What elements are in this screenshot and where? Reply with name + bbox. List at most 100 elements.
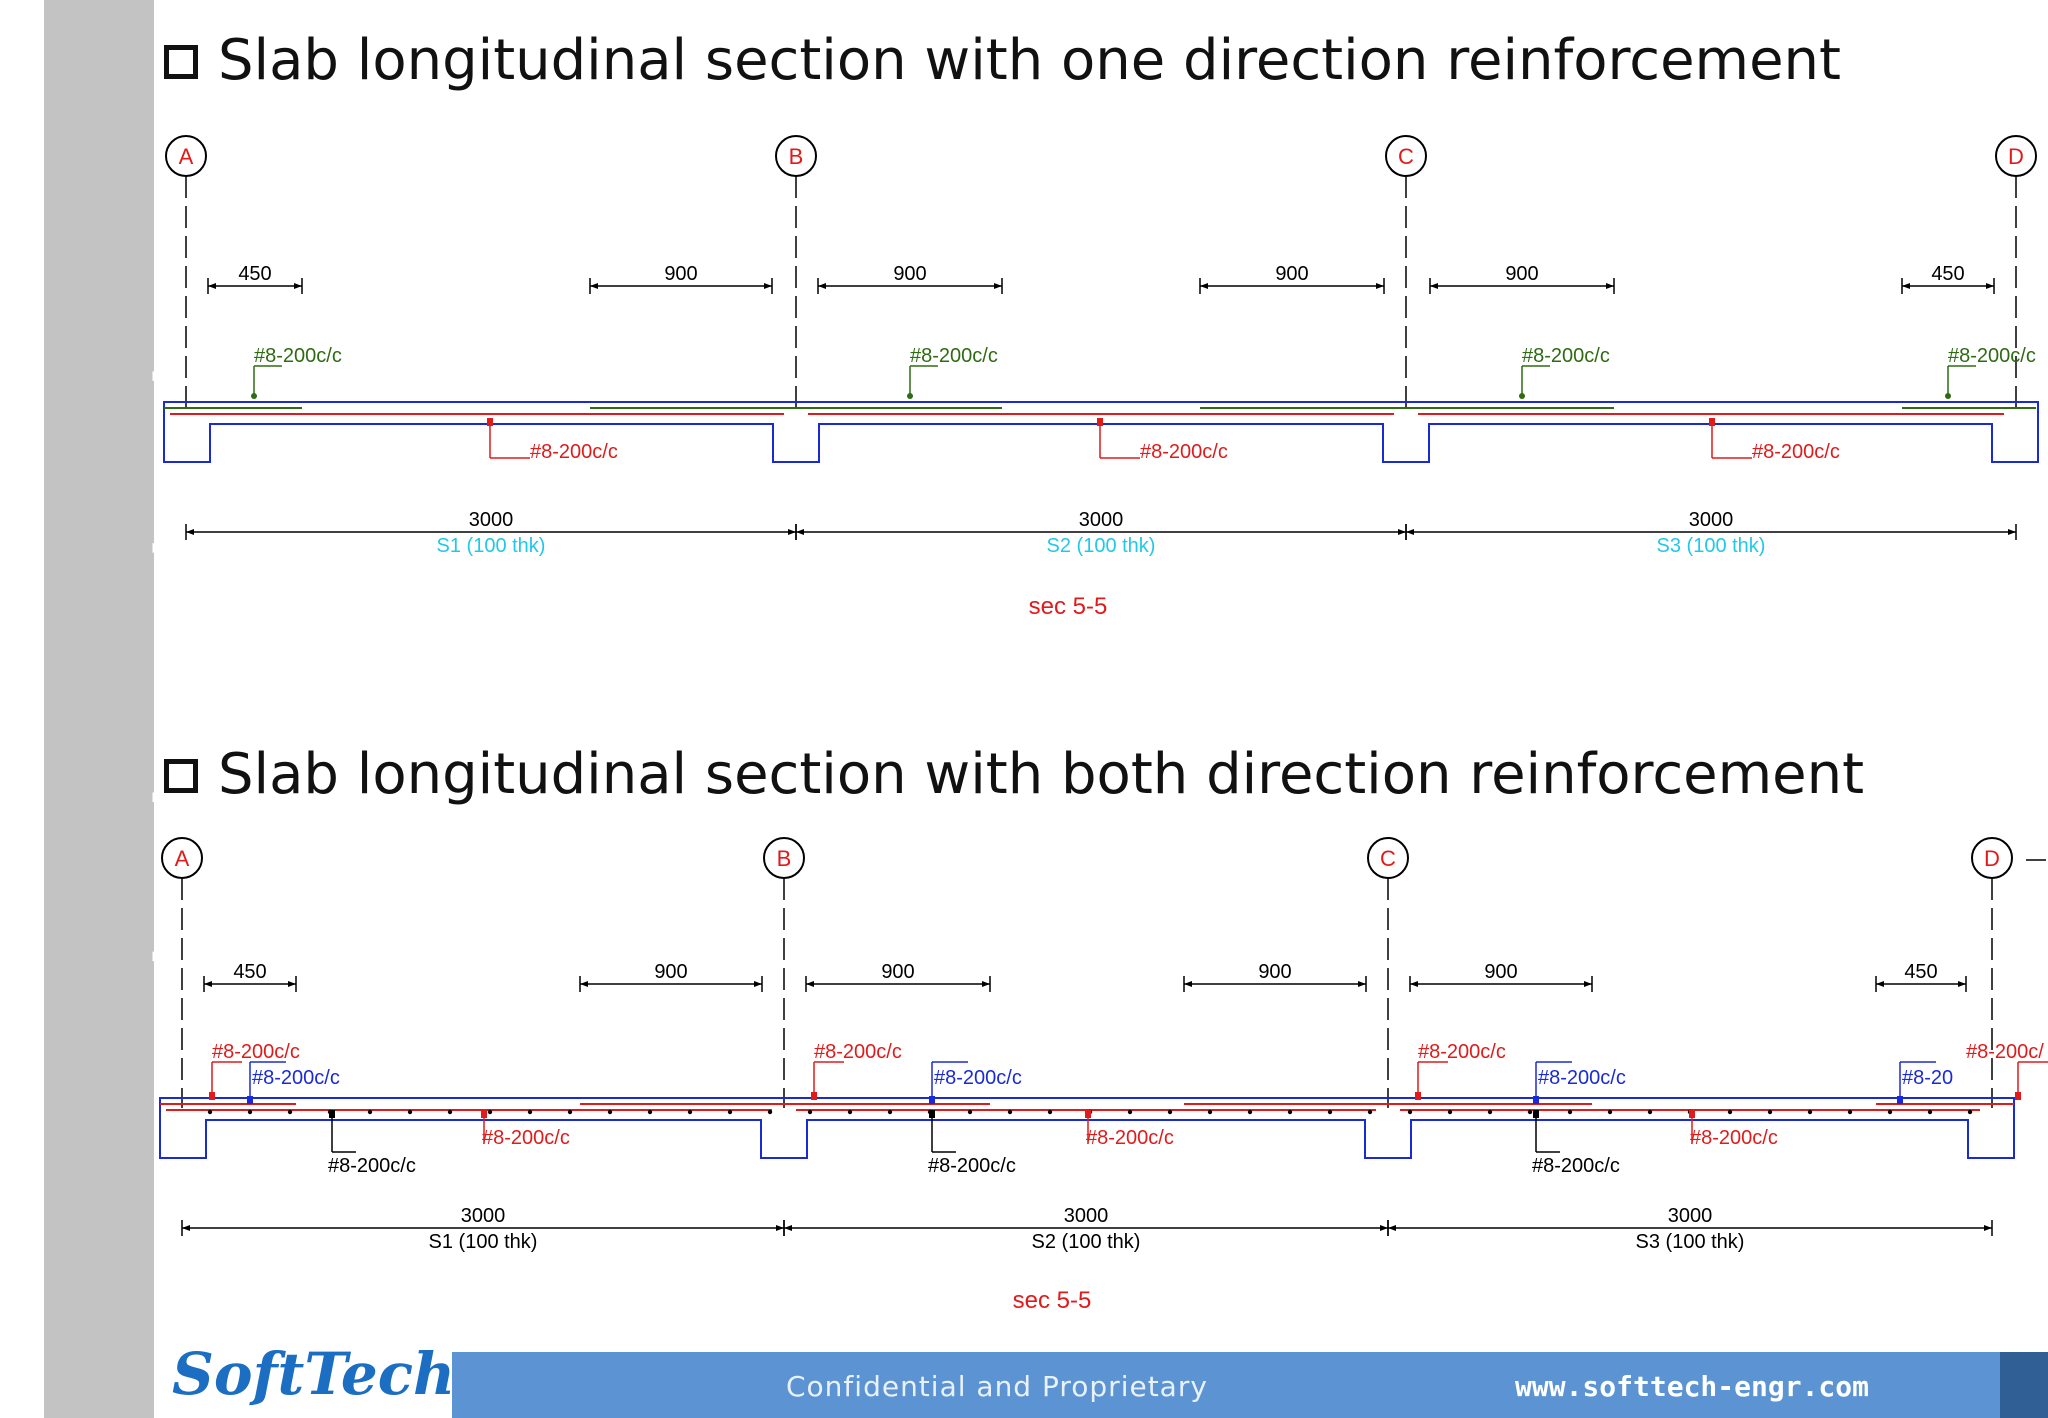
dim-top-0-arrow-left <box>204 981 212 987</box>
slab-outline <box>159 1097 2015 1159</box>
dim-top-3-label: 900 <box>1275 263 1308 285</box>
footer-bar <box>452 1352 2048 1418</box>
red-top-label-1: #8-200c/c <box>212 1041 300 1063</box>
blue-top-label-3: #8-200c/c <box>1538 1067 1626 1089</box>
checkbox-bullet-icon <box>164 759 198 793</box>
top-bar-label-1: #8-200c/c <box>254 345 342 367</box>
blue-top-mark-2 <box>929 1096 935 1104</box>
span-dim-3-label: 3000 <box>1668 1205 1713 1227</box>
dim-top-1-label: 900 <box>664 263 697 285</box>
red-top-label-3: #8-200c/c <box>1418 1041 1506 1063</box>
dist-bar-dot <box>1607 1109 1613 1115</box>
dist-bar-dot <box>967 1109 973 1115</box>
dim-top-3-arrow-left <box>1184 981 1192 987</box>
bottom-bar-label-3: #8-200c/c <box>1752 441 1840 463</box>
grid-label-C: C <box>1380 846 1396 871</box>
red-bottom-label-2: #8-200c/c <box>1086 1127 1174 1149</box>
grid-label-D: D <box>1984 846 2000 871</box>
dist-bar-dot <box>1647 1109 1653 1115</box>
dist-bar-dot <box>1247 1109 1253 1115</box>
footer-end-block <box>2000 1352 2048 1418</box>
grid-label-D: D <box>2008 144 2024 169</box>
span-dim-3-arrow-left <box>1406 529 1414 535</box>
dim-top-2-arrow-left <box>818 283 826 289</box>
dim-top-1-arrow-left <box>590 283 598 289</box>
section-both-direction: A B C D 450 900 900 900 900 450 3000 S1 (100 thk) 30… <box>159 837 2048 1314</box>
blue-top-mark-3 <box>1533 1096 1539 1104</box>
checkbox-bullet-icon <box>164 45 198 79</box>
black-bottom-label-2: #8-200c/c <box>928 1155 1016 1177</box>
dim-top-4-arrow-left <box>1430 283 1438 289</box>
dim-top-2-arrow-right <box>994 283 1002 289</box>
dim-top-5-arrow-right <box>1958 981 1966 987</box>
dist-bar-dot <box>1447 1109 1453 1115</box>
dist-bar-dot <box>807 1109 813 1115</box>
dim-top-4-arrow-right <box>1606 283 1614 289</box>
span-dim-1-arrow-left <box>186 529 194 535</box>
dim-top-5-label: 450 <box>1904 961 1937 983</box>
bottom-bar-label-2: #8-200c/c <box>1140 441 1228 463</box>
dim-top-5-arrow-left <box>1876 981 1884 987</box>
dist-bar-dot <box>1487 1109 1493 1115</box>
grid-label-A: A <box>179 144 194 169</box>
span-label-1: S1 (100 thk) <box>429 1231 538 1253</box>
heading-both-direction: Slab longitudinal section with both dire… <box>164 742 1864 807</box>
red-bottom-label-1: #8-200c/c <box>482 1127 570 1149</box>
red-top-mark-4 <box>2015 1092 2021 1100</box>
dim-top-2-label: 900 <box>881 961 914 983</box>
dim-top-0-arrow-right <box>288 981 296 987</box>
grid-label-B: B <box>789 144 804 169</box>
dim-top-4-arrow-right <box>1584 981 1592 987</box>
heading-one-direction: Slab longitudinal section with one direc… <box>164 28 1841 93</box>
blue-top-mark-1 <box>247 1096 253 1104</box>
span-label-2: S2 (100 thk) <box>1032 1231 1141 1253</box>
red-top-label-4: #8-200c/ <box>1966 1041 2044 1063</box>
black-bottom-label-1: #8-200c/c <box>328 1155 416 1177</box>
blue-top-label-1: #8-200c/c <box>252 1067 340 1089</box>
dim-top-1-arrow-left <box>580 981 588 987</box>
website-url[interactable]: www.softtech-engr.com <box>1515 1370 1870 1403</box>
blue-top-label-2: #8-200c/c <box>934 1067 1022 1089</box>
dist-bar-dot <box>487 1109 493 1115</box>
dist-bar-dot <box>1767 1109 1773 1115</box>
dist-bar-dot <box>247 1109 253 1115</box>
bottom-bar-mark-3 <box>1709 418 1715 426</box>
red-top-mark-3 <box>1415 1092 1421 1100</box>
sidebar-band: Accelerating Engineering Processes <box>44 0 207 1418</box>
span-label-2: S2 (100 thk) <box>1047 535 1156 557</box>
top-bar-dot-1 <box>251 393 257 399</box>
dist-bar-dot <box>1967 1109 1973 1115</box>
dist-bar-dot <box>767 1109 773 1115</box>
span-dim-1-arrow-right <box>788 529 796 535</box>
dim-top-2-arrow-right <box>982 981 990 987</box>
span-dim-3-arrow-right <box>1984 1225 1992 1231</box>
dist-bar-dot <box>1847 1109 1853 1115</box>
heading-text: Slab longitudinal section with both dire… <box>218 742 1865 807</box>
dist-bar-dot <box>847 1109 853 1115</box>
span-dim-3-arrow-right <box>2008 529 2016 535</box>
dist-bar-dot <box>1287 1109 1293 1115</box>
dim-top-3-arrow-right <box>1358 981 1366 987</box>
top-bar-label-4: #8-200c/c <box>1948 345 2036 367</box>
dist-bar-dot <box>1887 1109 1893 1115</box>
dist-bar-dot <box>727 1109 733 1115</box>
dim-top-4-arrow-left <box>1410 981 1418 987</box>
dist-bar-dot <box>447 1109 453 1115</box>
dist-bar-dot <box>1567 1109 1573 1115</box>
dim-top-3-arrow-left <box>1200 283 1208 289</box>
bottom-bar-mark-2 <box>1097 418 1103 426</box>
dim-top-3-label: 900 <box>1258 961 1291 983</box>
span-dim-2-arrow-left <box>796 529 804 535</box>
dist-bar-dot <box>647 1109 653 1115</box>
span-dim-1-label: 3000 <box>461 1205 506 1227</box>
dist-bar-dot <box>1047 1109 1053 1115</box>
dim-top-0-label: 450 <box>238 263 271 285</box>
grid-label-C: C <box>1398 144 1414 169</box>
black-bottom-label-3: #8-200c/c <box>1532 1155 1620 1177</box>
black-bottom-mark-1 <box>329 1110 335 1118</box>
span-dim-2-label: 3000 <box>1064 1205 1109 1227</box>
dim-top-0-arrow-right <box>294 283 302 289</box>
dist-bar-dot <box>287 1109 293 1115</box>
dim-top-5-arrow-right <box>1986 283 1994 289</box>
